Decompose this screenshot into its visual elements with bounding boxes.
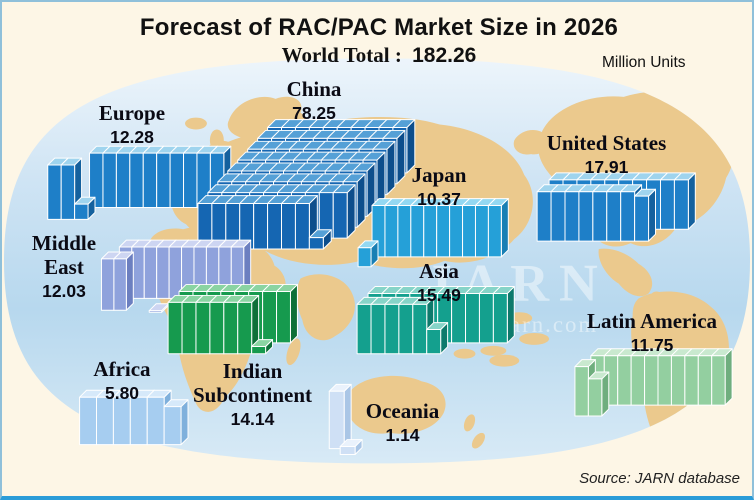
bar-cluster-japan	[357, 198, 509, 268]
bar-cluster-oceania	[328, 383, 363, 455]
bars-layer	[47, 119, 733, 455]
bar-cluster-china	[197, 119, 416, 250]
bar-cluster-europe	[47, 145, 232, 220]
bar-cluster-indian-subcontinent	[167, 284, 298, 355]
bar-cluster-africa	[79, 389, 189, 446]
bar-cluster-latin-america	[574, 348, 733, 417]
bar-cluster-asia	[356, 286, 515, 355]
bar-cluster-middle-east	[100, 239, 252, 313]
bar-cluster-united-states	[536, 172, 696, 242]
